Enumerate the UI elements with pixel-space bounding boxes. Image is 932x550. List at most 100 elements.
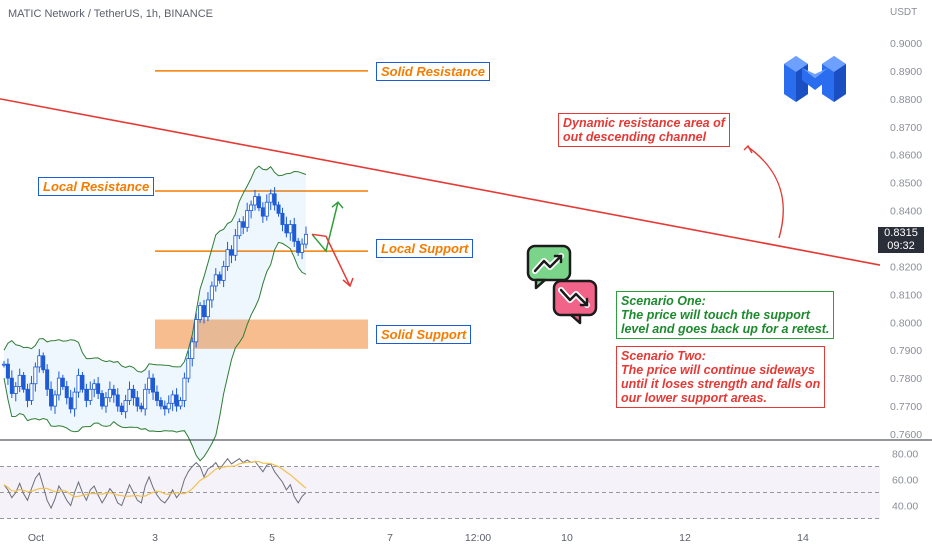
price-tick-label: 0.7600 xyxy=(890,429,922,441)
price-tick-label: 0.7900 xyxy=(890,345,922,357)
candle-body xyxy=(253,196,258,206)
candle-body xyxy=(21,374,26,390)
bollinger-band xyxy=(3,165,307,462)
candle-body xyxy=(33,366,38,385)
bollinger-upper xyxy=(3,165,307,373)
candle-body xyxy=(154,391,159,401)
candle-body xyxy=(2,363,7,366)
time-tick-label: 7 xyxy=(387,532,393,544)
matic-logo-icon xyxy=(784,56,846,102)
candle-body xyxy=(296,240,301,253)
scenario-one-line-1: The price will touch the support xyxy=(621,308,810,322)
candle-body xyxy=(158,400,163,407)
scenario-one-arrowhead xyxy=(331,201,344,209)
candle-body xyxy=(174,394,179,407)
chart-title: MATIC Network / TetherUS, 1h, BINANCE xyxy=(8,8,213,20)
candle-body xyxy=(182,377,187,401)
scenario-two-note[interactable]: Scenario Two: The price will continue si… xyxy=(616,346,826,408)
candle-body xyxy=(88,388,93,401)
candle-body xyxy=(292,224,297,242)
candle-body xyxy=(131,388,136,399)
candle-body xyxy=(147,377,152,390)
candle-body xyxy=(103,397,108,407)
candles xyxy=(2,187,308,419)
candle-body xyxy=(221,266,226,281)
candle-body xyxy=(213,274,218,287)
price-tick-label: 0.8900 xyxy=(890,66,922,78)
local-resistance-label[interactable]: Local Resistance xyxy=(38,177,155,196)
candle-body xyxy=(178,400,183,407)
scenario-two-title: Scenario Two: xyxy=(621,349,706,363)
solid-support-label[interactable]: Solid Support xyxy=(376,325,472,344)
candle-body xyxy=(190,341,195,359)
time-tick-label: 3 xyxy=(152,532,158,544)
price-tick-label: 0.8100 xyxy=(890,289,922,301)
time-tick-label: 5 xyxy=(269,532,275,544)
candle-body xyxy=(256,196,261,209)
candle-body xyxy=(280,212,285,225)
candle-body xyxy=(37,355,42,368)
dynamic-resistance-note[interactable]: Dynamic resistance area of out descendin… xyxy=(558,113,730,147)
candle-body xyxy=(194,319,199,343)
rsi-tick-label: 60.00 xyxy=(892,475,918,487)
dynamic-resistance-line-2: out descending channel xyxy=(563,130,707,144)
rsi-ma-line xyxy=(3,460,307,498)
candle-body xyxy=(41,355,46,371)
candle-body xyxy=(127,388,132,401)
scenario-one-title: Scenario One: xyxy=(621,294,706,308)
dynamic-resistance-arrow xyxy=(747,146,784,239)
rsi-tick-label: 40.00 xyxy=(892,501,918,513)
rsi-tick-label: 80.00 xyxy=(892,449,918,461)
current-price-tag: 0.8315 09:32 xyxy=(878,227,924,253)
scenario-two-line-1: The price will continue sideways xyxy=(621,363,815,377)
time-tick-label: 12:00 xyxy=(465,532,491,544)
scenario-one-line-2: level and goes back up for a retest. xyxy=(621,322,830,336)
dynamic-resistance-arrowhead xyxy=(743,144,753,154)
price-tick-label: 0.8400 xyxy=(890,206,922,218)
current-price-time: 09:32 xyxy=(887,240,915,252)
candle-body xyxy=(123,400,128,413)
candle-body xyxy=(64,386,69,399)
time-tick-label: 10 xyxy=(561,532,573,544)
price-tick-label: 0.7700 xyxy=(890,401,922,413)
candle-body xyxy=(135,397,140,407)
candle-body xyxy=(100,393,105,407)
candle-body xyxy=(68,397,73,410)
candle-body xyxy=(166,402,171,410)
candle-body xyxy=(260,207,265,217)
candle-body xyxy=(115,394,120,407)
price-tick-label: 0.8700 xyxy=(890,122,922,134)
candle-body xyxy=(284,224,289,234)
candle-body xyxy=(162,405,167,410)
candle-body xyxy=(217,274,222,281)
descending-trendline xyxy=(0,98,881,266)
price-tick-label: 0.8500 xyxy=(890,178,922,190)
candle-body xyxy=(111,388,116,396)
candle-body xyxy=(25,388,30,401)
bollinger-fill xyxy=(4,166,306,461)
solid-resistance-label[interactable]: Solid Resistance xyxy=(376,62,491,81)
scenario-two-line-2: until it loses strength and falls on xyxy=(621,377,821,391)
candle-body xyxy=(170,394,175,404)
candle-body xyxy=(209,285,214,301)
candle-body xyxy=(198,305,203,320)
candle-body xyxy=(139,405,144,410)
scenario-one-arrow xyxy=(311,202,339,253)
candle-body xyxy=(233,235,238,256)
chart-down-sticker-icon xyxy=(552,279,598,325)
candle-body xyxy=(237,221,242,237)
rsi-pane xyxy=(0,457,880,519)
local-support-label[interactable]: Local Support xyxy=(376,239,474,258)
candle-body xyxy=(13,386,18,394)
price-tick-label: 0.7800 xyxy=(890,373,922,385)
candle-body xyxy=(143,388,148,410)
dynamic-resistance-line-1: Dynamic resistance area of xyxy=(563,116,725,130)
candle-body xyxy=(268,193,273,203)
scenario-two-arrowhead xyxy=(342,277,354,288)
chart-up-sticker-icon xyxy=(526,244,572,290)
candle-body xyxy=(76,374,81,393)
time-axis: Oct 3 5 7 12:00 10 12 14 xyxy=(28,532,809,544)
scenario-one-note[interactable]: Scenario One: The price will touch the s… xyxy=(616,291,835,339)
scenario-two-line-3: our lower support areas. xyxy=(621,391,767,405)
